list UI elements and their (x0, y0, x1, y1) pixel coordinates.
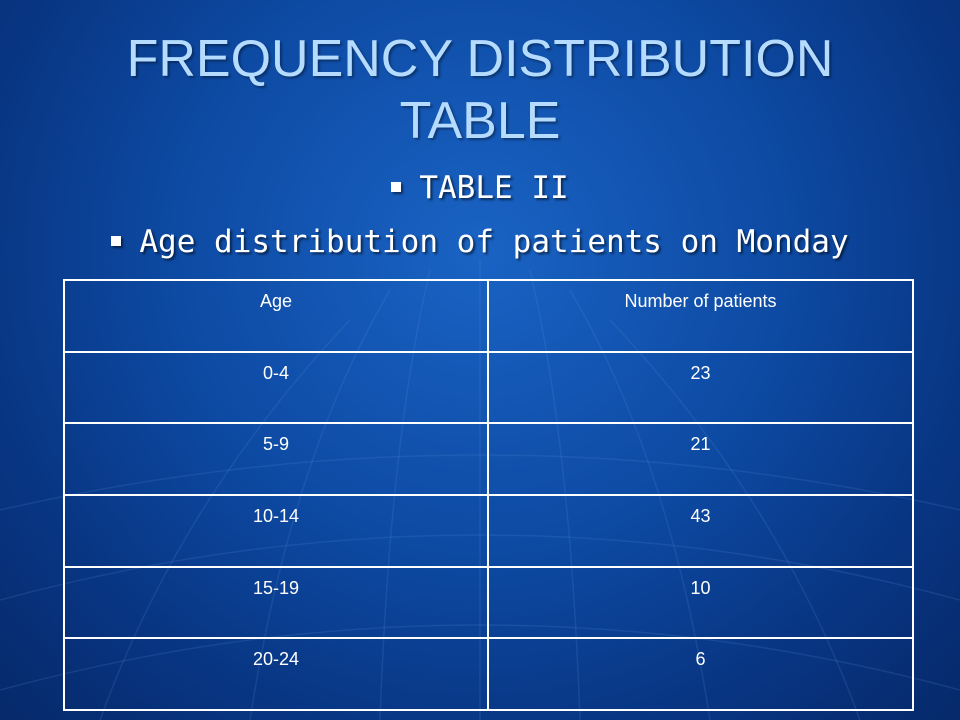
bullet-text: Age distribution of patients on Monday (139, 224, 849, 260)
bullet-table-caption: Age distribution of patients on Monday (0, 222, 960, 262)
header-age: Age (63, 279, 489, 353)
cell-age: 15-19 (63, 565, 489, 640)
page-title: FREQUENCY DISTRIBUTION TABLE (0, 28, 960, 152)
frequency-table: Age Number of patients 0-4 23 5-9 21 10-… (63, 279, 914, 711)
bullet-text: TABLE II (419, 170, 569, 206)
title-line-1: FREQUENCY DISTRIBUTION (126, 30, 834, 88)
table-row: 20-24 6 (63, 637, 914, 711)
cell-count: 10 (487, 565, 914, 640)
cell-count: 21 (487, 422, 914, 496)
cell-age: 20-24 (63, 637, 489, 711)
cell-count: 23 (487, 350, 914, 425)
bullet-square-icon (111, 235, 122, 246)
cell-age: 10-14 (63, 493, 489, 568)
cell-age: 5-9 (63, 422, 489, 496)
bullet-square-icon (391, 181, 402, 192)
bullet-table-number: TABLE II (0, 168, 960, 208)
table-header-row: Age Number of patients (63, 279, 914, 353)
table-row: 10-14 43 (63, 493, 914, 568)
table-row: 0-4 23 (63, 350, 914, 425)
header-number-of-patients: Number of patients (487, 279, 914, 353)
table-row: 5-9 21 (63, 422, 914, 496)
cell-age: 0-4 (63, 350, 489, 425)
cell-count: 6 (487, 637, 914, 711)
title-line-2: TABLE (399, 92, 561, 150)
table-row: 15-19 10 (63, 565, 914, 640)
cell-count: 43 (487, 493, 914, 568)
